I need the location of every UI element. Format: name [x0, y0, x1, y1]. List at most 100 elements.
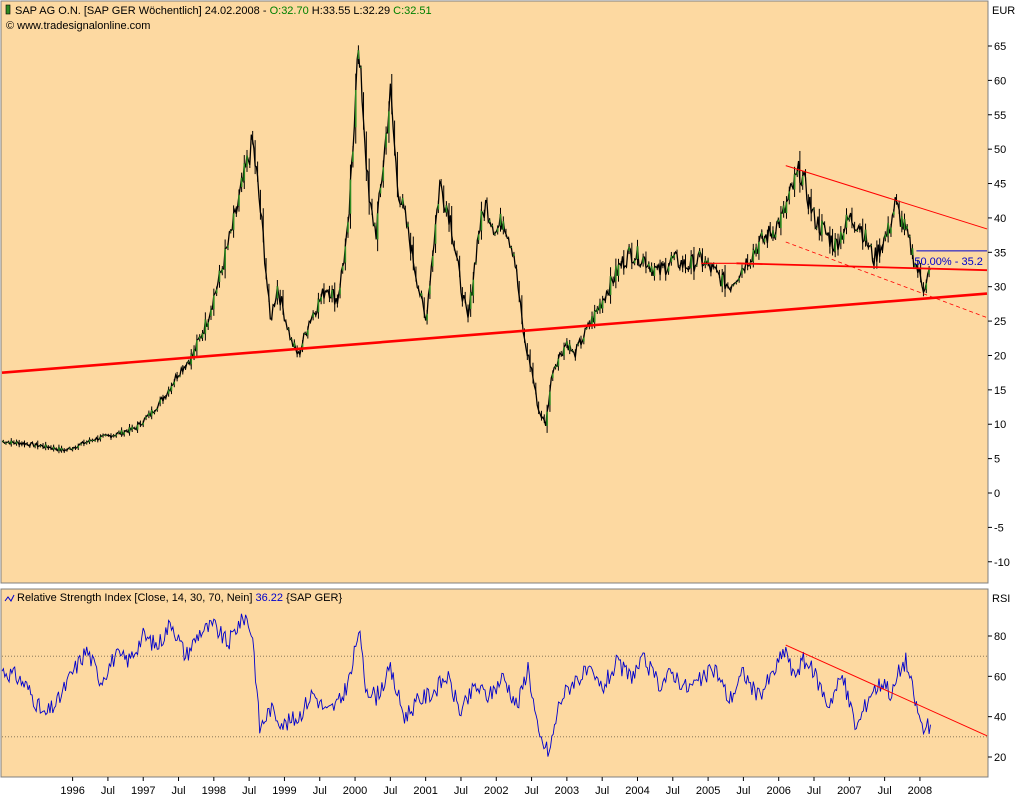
price-candle-body — [914, 264, 916, 267]
price-y-tick-label: -5 — [994, 522, 1004, 534]
x-tick-label: 1996 — [60, 785, 84, 797]
price-candle-body — [150, 410, 153, 416]
instrument-title: SAP AG O.N. [SAP GER Wöchentlich] 24.02.… — [15, 5, 260, 17]
price-candle-body — [475, 262, 477, 264]
price-candle-body — [901, 216, 903, 227]
rsi-axis-label: RSI — [992, 593, 1010, 605]
price-candle-body — [755, 247, 757, 253]
downtrend-channel-line[interactable] — [785, 165, 988, 230]
rsi-downtrend-line[interactable] — [785, 644, 988, 737]
price-candle-body — [388, 111, 390, 133]
price-candle-body — [374, 224, 376, 226]
x-tick-label: Jul — [807, 785, 821, 797]
price-candle-body — [215, 289, 218, 294]
price-panel-border — [0, 0, 989, 584]
rsi-y-tick-label: 80 — [994, 631, 1006, 643]
rsi-line — [1, 613, 931, 757]
long-term-support-line[interactable] — [1, 292, 988, 374]
price-candle-body — [890, 227, 892, 234]
price-candle-body — [785, 201, 788, 213]
rsi-y-axis: 20 40 60 80 — [988, 631, 1006, 764]
low-value: L:32.29 — [353, 5, 390, 17]
price-candle-body — [856, 230, 859, 231]
x-tick-label: 2007 — [837, 785, 861, 797]
price-candle-body — [99, 436, 102, 440]
price-candle-body — [227, 245, 229, 248]
rsi-axis-panel — [988, 589, 1023, 777]
x-tick-label: Jul — [454, 785, 468, 797]
price-candle-body — [437, 204, 440, 210]
price-candle-body — [488, 220, 491, 223]
price-candle-body — [120, 430, 123, 434]
price-candle-body — [243, 163, 246, 181]
time-axis-panel — [1, 777, 988, 799]
price-y-tick-label: 25 — [994, 316, 1006, 328]
price-candle-body — [401, 197, 404, 205]
price-y-tick-label: 60 — [994, 75, 1006, 87]
price-candle-body — [307, 329, 309, 336]
price-candle-body — [385, 133, 387, 148]
price-candle-body — [238, 195, 240, 206]
price-axis-panel — [988, 1, 1023, 583]
price-candle-body — [752, 249, 755, 262]
price-candle-body — [593, 310, 596, 323]
price-candle-body — [636, 246, 639, 259]
x-tick-label: 1997 — [131, 785, 155, 797]
price-candle-body — [357, 50, 360, 60]
price-candle-body — [704, 259, 707, 265]
price-candle-body — [317, 299, 320, 313]
x-tick-label: Jul — [595, 785, 609, 797]
neckline-line[interactable] — [736, 262, 988, 272]
price-y-tick-label: 35 — [994, 247, 1006, 259]
price-candle-body — [293, 342, 296, 347]
price-candle-body — [407, 224, 409, 227]
price-candle-body — [229, 230, 232, 232]
price-candle-body — [472, 279, 475, 296]
price-candle-body — [153, 411, 156, 413]
price-candle-body — [52, 446, 55, 450]
rsi-y-tick-label: 20 — [994, 752, 1006, 764]
rsi-panel[interactable] — [1, 589, 988, 777]
price-candle-body — [698, 250, 701, 255]
price-candle-body — [566, 341, 568, 346]
price-y-tick-label: 5 — [994, 454, 1000, 466]
price-candle-body — [845, 214, 848, 228]
price-candle-body — [142, 422, 145, 425]
price-candle-body — [653, 267, 656, 276]
price-candle-body — [617, 264, 620, 276]
price-panel[interactable] — [1, 1, 988, 583]
x-tick-label: 1998 — [202, 785, 226, 797]
close-value: C:32.51 — [393, 5, 432, 17]
price-candle-body — [344, 246, 347, 263]
price-candle-body — [777, 219, 780, 222]
rsi-y-tick-label: 40 — [994, 712, 1006, 724]
rsi-legend-icon — [4, 594, 15, 602]
price-candle-body — [884, 234, 887, 239]
price-candle-body — [591, 316, 593, 325]
price-candle-body — [341, 266, 344, 271]
price-candle-body — [354, 89, 357, 128]
price-candle-body — [159, 399, 161, 404]
x-tick-label: 2004 — [625, 785, 649, 797]
x-tick-label: 2002 — [484, 785, 508, 797]
dashed-channel-line[interactable] — [785, 241, 988, 319]
price-candle-body — [201, 333, 204, 338]
trend-lines[interactable] — [1, 165, 988, 374]
price-candle-body — [793, 174, 796, 190]
price-candle-body — [821, 220, 823, 235]
price-candle-body — [60, 448, 63, 451]
price-candle-body — [240, 177, 243, 187]
price-candle-body — [499, 213, 502, 226]
rsi-trend-line[interactable] — [785, 644, 988, 737]
rsi-value: 36.22 — [255, 592, 283, 604]
price-candle-body — [502, 221, 505, 230]
price-candle-body — [232, 213, 235, 230]
price-candle-body — [320, 296, 322, 302]
price-candle-body — [382, 167, 385, 181]
price-candle-body — [911, 248, 914, 256]
price-candle-body — [510, 247, 513, 248]
price-candle-body — [908, 236, 911, 237]
rsi-header: Relative Strength Index [Close, 14, 30, … — [17, 592, 342, 604]
price-candle-body — [71, 448, 74, 450]
price-candle-body — [780, 213, 782, 229]
